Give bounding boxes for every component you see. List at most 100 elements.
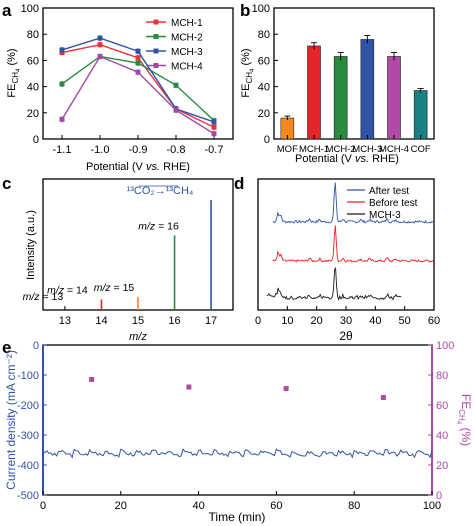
xrd-curve-before-test	[272, 225, 435, 263]
right-y-tick-label-e: 20	[436, 460, 448, 472]
legend-label-a: MCH-3	[171, 47, 203, 58]
fe-data-point	[89, 377, 95, 382]
data-point-a	[211, 131, 217, 137]
y-tick-label-a: 60	[27, 55, 39, 67]
peak-label-mz-15: m/z = 15	[94, 282, 135, 294]
bar-mch-4	[387, 56, 401, 140]
y-axis-label-left-e: Current density (mA cm⁻²)	[4, 350, 18, 490]
plot-frame-b	[273, 7, 435, 140]
right-y-tick-label-e: 100	[436, 340, 454, 352]
legend-label-a: MCH-1	[171, 18, 203, 29]
x-axis-label-e: Time (min)	[209, 510, 266, 524]
data-point-a	[211, 124, 217, 130]
panel-letter-a: a	[2, 1, 12, 20]
y-axis-label-right-e: FECH4 (%)	[455, 394, 473, 446]
data-point-a	[135, 55, 141, 61]
data-point-a	[59, 81, 65, 87]
left-y-tick-label-e: -500	[17, 490, 39, 502]
data-point-a	[135, 69, 141, 75]
x-tick-label-a: -0.7	[205, 144, 224, 156]
data-point-a	[97, 35, 103, 41]
x-tick-label-e: 40	[192, 500, 204, 512]
left-y-tick-label-e: -400	[17, 460, 39, 472]
y-tick-label-b: 100	[252, 3, 270, 15]
x-tick-label-c: 16	[168, 315, 180, 327]
x-tick-label-d: 60	[428, 315, 440, 327]
legend-marker-a	[153, 63, 159, 68]
y-tick-label-a: 80	[27, 29, 39, 41]
panel-letter-c: c	[2, 174, 11, 193]
legend-a: MCH-1 MCH-2 MCH-3 MCH-4	[146, 18, 203, 73]
data-point-a	[173, 107, 179, 113]
bar-mch-2	[333, 56, 348, 140]
peak-label-mz-13: m/z = 13	[23, 291, 64, 303]
data-point-a	[211, 119, 217, 125]
x-tick-label-e: 0	[40, 500, 46, 512]
bar-mch-3	[360, 39, 375, 140]
data-point-a	[59, 116, 65, 122]
current-density-trace	[42, 448, 433, 459]
x-tick-label-d: 10	[281, 315, 293, 327]
x-axis-label-a: Potential (V vs. RHE)	[86, 161, 190, 173]
x-tick-label-b: COF	[411, 144, 431, 155]
right-y-tick-label-e: 60	[436, 400, 448, 412]
x-tick-label-b: MOF	[277, 144, 298, 155]
panel-letter-b: b	[240, 1, 250, 20]
fe-data-point	[283, 386, 289, 391]
legend-label-d: After test	[369, 186, 409, 197]
y-tick-label-b: 40	[258, 82, 270, 94]
panel-e-stability-chart: 0 -100 -200 -300 -400 -500 0 20 40 60 80 100 0 20 40…	[4, 340, 473, 524]
x-tick-label-e: 80	[348, 500, 360, 512]
x-tick-label-a: -0.8	[167, 144, 186, 156]
x-tick-label-b: MCH-3	[352, 144, 382, 155]
x-tick-label-d: 50	[399, 315, 411, 327]
x-tick-label-d: 0	[255, 315, 261, 327]
panel-letter-e: e	[2, 338, 11, 357]
peak-label-mz-16: m/z = 16	[138, 220, 179, 232]
x-axis-label-d: 2θ	[339, 329, 353, 343]
x-axis-label-b: Potential (V vs. RHE)	[295, 153, 399, 165]
x-tick-label-e: 20	[115, 500, 127, 512]
y-tick-label-b: 20	[258, 108, 270, 120]
y-tick-label-a: 20	[27, 108, 39, 120]
x-tick-label-c: 15	[132, 315, 144, 327]
data-point-a	[173, 82, 179, 88]
x-tick-label-a: -0.9	[129, 144, 148, 156]
y-tick-label-b: 80	[258, 29, 270, 41]
panel-letter-d: d	[234, 174, 244, 193]
data-point-a	[135, 60, 141, 66]
x-tick-label-b: MCH-4	[379, 144, 409, 155]
legend-marker-a	[153, 19, 159, 25]
legend-marker-a	[153, 48, 159, 54]
y-tick-label-a: 0	[33, 134, 39, 146]
legend-label-d: MCH-3	[369, 210, 401, 221]
left-y-tick-label-e: 0	[33, 340, 39, 352]
x-axis-label-c: m/z	[129, 331, 147, 343]
x-tick-label-d: 40	[369, 315, 381, 327]
reaction-label-c: ¹³CO₂→¹³CH₄	[127, 185, 194, 197]
fe-data-point	[380, 395, 386, 400]
x-tick-label-d: 30	[340, 315, 352, 327]
y-axis-label-b: FECH4 (%)	[240, 48, 256, 97]
x-tick-label-e: 100	[423, 500, 441, 512]
x-tick-label-e: 60	[270, 500, 282, 512]
panel-c-mass-spectrum: 13 14 15 16 17 m/z = 13m/z = 14 m/z = 15 m/z =…	[23, 178, 234, 343]
peak-label-mz-14: m/z = 14	[47, 285, 88, 297]
x-tick-label-a: -1.0	[91, 144, 110, 156]
x-tick-label-c: 13	[59, 315, 71, 327]
left-y-tick-label-e: -300	[17, 430, 39, 442]
y-axis-label-a: FECH4 (%)	[6, 48, 22, 97]
right-y-tick-label-e: 40	[436, 430, 448, 442]
y-tick-label-b: 0	[264, 134, 270, 146]
legend-label-a: MCH-4	[171, 62, 203, 73]
x-tick-label-b: MCH-1	[299, 144, 329, 155]
x-tick-label-b: MCH-2	[326, 144, 356, 155]
fe-data-point	[186, 384, 192, 390]
data-point-a	[97, 42, 103, 48]
y-tick-label-a: 40	[27, 82, 39, 94]
left-y-tick-label-e: -100	[17, 370, 39, 382]
right-y-tick-label-e: 0	[436, 490, 442, 502]
